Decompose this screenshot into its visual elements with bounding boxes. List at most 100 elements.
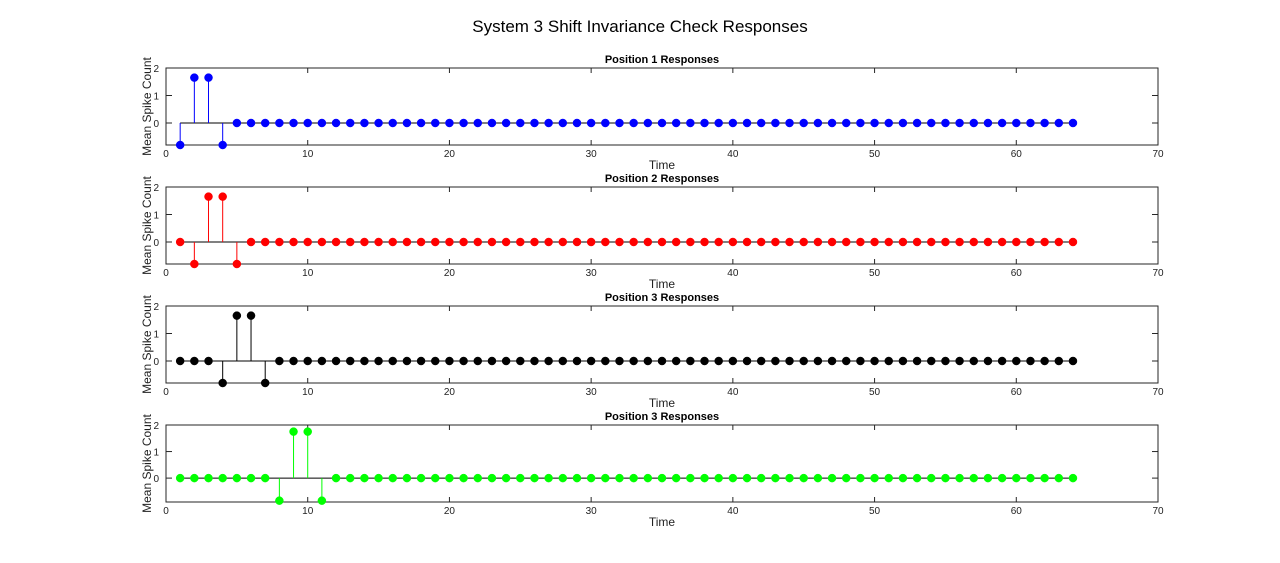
- data-point: [260, 473, 270, 483]
- data-point: [927, 118, 936, 128]
- x-tick-label: 40: [727, 268, 739, 279]
- data-point: [884, 356, 893, 366]
- data-point: [260, 237, 270, 247]
- data-point: [657, 237, 667, 247]
- data-point: [927, 237, 936, 247]
- data-point: [700, 473, 709, 483]
- data-point: [459, 473, 468, 483]
- plot-area: [165, 67, 1159, 146]
- data-point: [813, 237, 823, 247]
- data-point: [969, 237, 979, 247]
- data-point: [601, 356, 610, 366]
- data-point: [374, 237, 383, 247]
- x-tick-label: 60: [1011, 387, 1023, 398]
- data-point: [345, 356, 355, 366]
- data-point: [799, 473, 808, 483]
- data-point: [558, 237, 568, 247]
- data-point: [941, 473, 950, 483]
- data-point: [473, 237, 483, 247]
- data-point: [756, 118, 766, 128]
- data-point: [445, 356, 454, 366]
- data-point: [601, 237, 610, 247]
- x-tick-label: 40: [727, 387, 739, 398]
- data-point: [671, 237, 681, 247]
- data-point: [530, 237, 539, 247]
- x-tick-label: 40: [727, 149, 739, 160]
- data-point: [700, 356, 709, 366]
- data-point: [175, 356, 185, 366]
- data-point: [190, 356, 199, 366]
- x-tick-label: 30: [586, 268, 598, 279]
- data-point: [728, 118, 738, 128]
- x-tick-label: 60: [1011, 506, 1023, 517]
- data-point: [445, 237, 454, 247]
- data-point: [827, 473, 837, 483]
- data-point: [969, 356, 979, 366]
- x-tick-label: 0: [163, 387, 169, 398]
- data-point: [1012, 356, 1021, 366]
- data-point: [275, 237, 284, 247]
- data-point: [204, 473, 213, 483]
- data-point: [558, 356, 568, 366]
- data-point: [190, 259, 199, 269]
- x-tick-label: 10: [302, 387, 314, 398]
- data-point: [1054, 237, 1064, 247]
- data-point: [615, 473, 624, 483]
- data-point: [1040, 473, 1049, 483]
- y-tick-label: 1: [153, 330, 159, 341]
- data-point: [841, 118, 851, 128]
- data-point: [742, 237, 752, 247]
- data-point: [431, 118, 440, 128]
- data-point: [813, 356, 823, 366]
- data-point: [657, 356, 667, 366]
- y-tick-label: 1: [153, 211, 159, 222]
- x-tick-label: 20: [444, 506, 456, 517]
- data-point: [742, 356, 752, 366]
- data-point: [246, 311, 256, 320]
- data-point: [572, 473, 582, 483]
- data-point: [331, 237, 341, 247]
- data-point: [331, 118, 341, 128]
- subplot-title: Position 1 Responses: [605, 54, 719, 66]
- data-point: [431, 356, 440, 366]
- data-point: [870, 118, 879, 128]
- data-point: [246, 237, 256, 247]
- data-point: [516, 473, 525, 483]
- data-point: [487, 237, 497, 247]
- data-point: [416, 237, 426, 247]
- data-point: [686, 237, 695, 247]
- subplot-title: Position 2 Responses: [605, 173, 719, 185]
- x-tick-label: 30: [586, 387, 598, 398]
- data-point: [544, 118, 553, 128]
- x-tick-label: 30: [586, 149, 598, 160]
- data-point: [360, 118, 369, 128]
- x-tick-label: 50: [869, 268, 881, 279]
- data-point: [997, 356, 1007, 366]
- data-point: [345, 118, 355, 128]
- x-tick-label: 70: [1152, 387, 1164, 398]
- data-point: [856, 118, 865, 128]
- data-point: [260, 378, 270, 388]
- data-point: [941, 118, 950, 128]
- data-point: [516, 237, 525, 247]
- data-point: [445, 473, 454, 483]
- data-point: [1040, 237, 1049, 247]
- x-tick-label: 70: [1152, 149, 1164, 160]
- data-point: [232, 473, 242, 483]
- data-point: [190, 473, 199, 483]
- data-point: [260, 118, 270, 128]
- y-tick-label: 1: [153, 92, 159, 103]
- data-point: [459, 237, 468, 247]
- data-point: [516, 118, 525, 128]
- data-point: [841, 473, 851, 483]
- data-point: [246, 118, 256, 128]
- data-point: [657, 473, 667, 483]
- data-point: [572, 237, 582, 247]
- data-point: [586, 237, 596, 247]
- data-point: [884, 118, 893, 128]
- data-point: [331, 473, 341, 483]
- data-point: [487, 118, 497, 128]
- data-point: [232, 118, 242, 128]
- x-tick-label: 0: [163, 506, 169, 517]
- x-tick-label: 50: [869, 149, 881, 160]
